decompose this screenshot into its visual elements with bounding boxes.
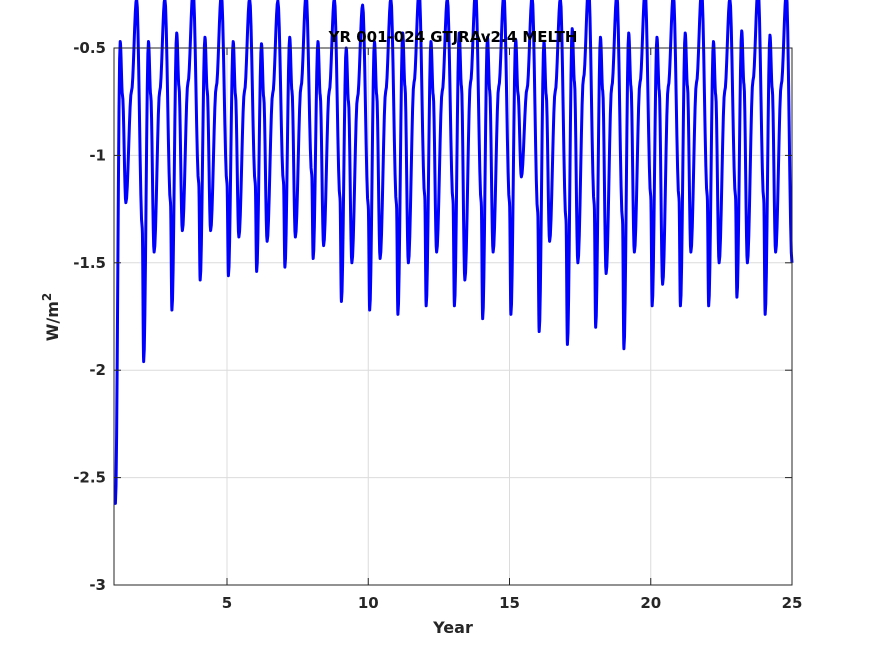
chart-title: YR 001-024 GTJRAv2.4 MELTH [328, 28, 578, 46]
y-tick-labels: -3 -2.5 -2 -1.5 -1 -0.5 [73, 39, 106, 594]
axis-ticks [114, 47, 793, 586]
plot-frame [113, 47, 793, 586]
series-layer [112, 0, 794, 505]
x-tick-labels: 5 10 15 20 25 [222, 594, 803, 612]
x-tick-label: 15 [499, 594, 520, 612]
y-tick-label: -3 [89, 576, 106, 594]
x-tick-label: 25 [782, 594, 803, 612]
x-axis-title: Year [432, 618, 473, 637]
y-tick-label: -0.5 [73, 39, 106, 57]
x-tick-label: 5 [222, 594, 232, 612]
y-axis-title-text: W/m [43, 301, 62, 341]
y-tick-label: -2 [89, 361, 106, 379]
y-axis-title: W/m2 [40, 293, 62, 342]
series-line-0 [112, 0, 794, 505]
y-tick-label: -1 [89, 146, 106, 164]
y-axis-title-superscript: 2 [40, 293, 54, 301]
x-tick-label: 10 [358, 594, 379, 612]
y-tick-label: -2.5 [73, 469, 106, 487]
y-tick-label: -1.5 [73, 254, 106, 272]
x-tick-label: 20 [640, 594, 661, 612]
